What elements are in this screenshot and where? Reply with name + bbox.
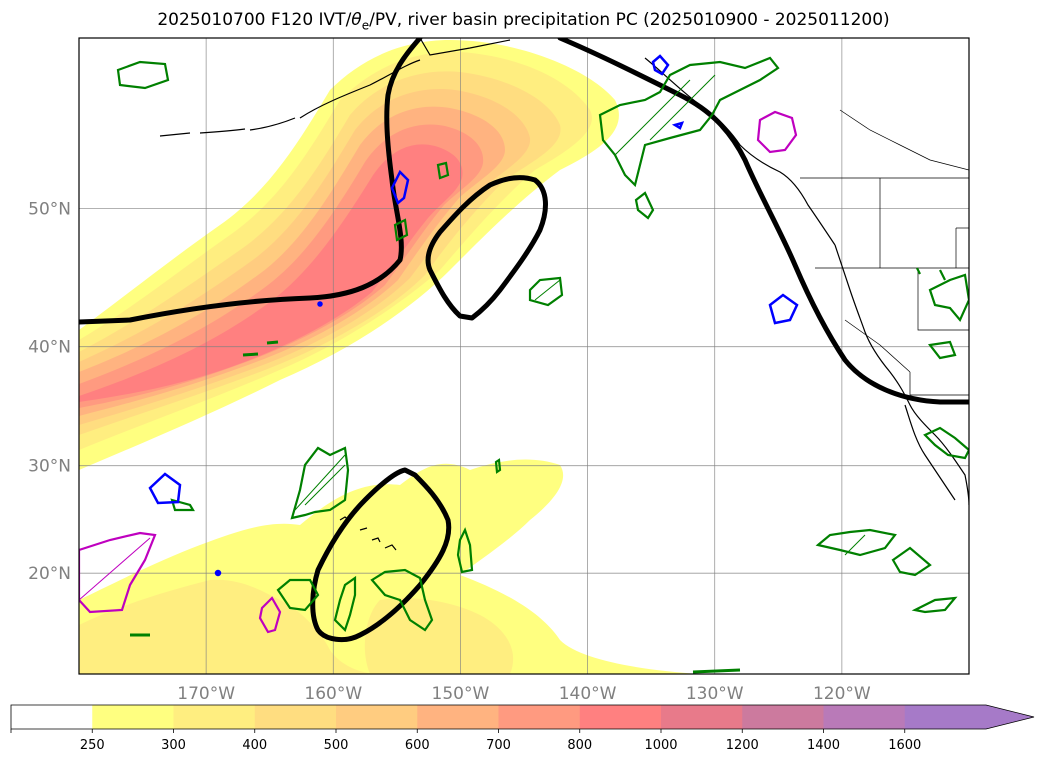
latitude-labels: 50°N 40°N 30°N 20°N [28, 200, 71, 585]
colorbar-segment [661, 705, 743, 729]
lon-tick-label: 130°W [686, 684, 744, 704]
magenta-contour [756, 110, 798, 154]
longitude-labels: 170°W 160°W 150°W 140°W 130°W 120°W [177, 684, 871, 704]
colorbar-segment [11, 705, 93, 729]
colorbar: 250 300 400 500 600 700 800 1000 1200 1400 1600 [10, 704, 1035, 753]
lat-tick-label: 30°N [28, 457, 71, 477]
precip-magenta-contours [79, 110, 798, 634]
magenta-contour [79, 531, 157, 614]
colorbar-segment [823, 705, 906, 729]
green-contour [916, 267, 946, 281]
ivt-band-south-300b [364, 598, 514, 674]
alaska-interior-coast [419, 38, 511, 56]
colorbar-tick-label: 1200 [726, 738, 759, 753]
lon-tick-label: 150°W [432, 684, 490, 704]
green-contour [242, 340, 279, 357]
green-contour [815, 528, 897, 557]
lon-tick-label: 140°W [559, 684, 617, 704]
lat-tick-label: 20°N [28, 564, 71, 584]
baja-coast [904, 404, 956, 501]
coastlines [159, 38, 969, 551]
colorbar-outline [10, 704, 1035, 730]
colorbar-segment [498, 705, 581, 729]
green-contour [370, 568, 434, 632]
precip-green-contours [116, 56, 969, 674]
colorbar-tick-label: 1400 [807, 738, 840, 753]
colorbar-tick-label: 1000 [644, 738, 677, 753]
pv-contour-hawaii-low [310, 467, 452, 643]
map-area[interactable] [79, 38, 969, 674]
blue-contour [214, 569, 222, 577]
precip-blue-contours [148, 54, 799, 577]
blue-contour [317, 301, 323, 307]
green-hatch [534, 279, 561, 301]
colorbar-tick-label: 500 [324, 738, 349, 753]
alaska-coast [159, 59, 421, 137]
green-contour [170, 498, 195, 512]
green-contour [891, 546, 932, 577]
hawaii-islands [339, 516, 397, 551]
magenta-contour [258, 596, 282, 634]
colorbar-segment [904, 705, 987, 729]
map-title: 2025010700 F120 IVT/θe/PV, river basin p… [157, 10, 890, 33]
map-frame [78, 37, 970, 675]
pv-contour-cutoff-low [425, 175, 548, 321]
green-contour [911, 596, 958, 614]
colorbar-segment [336, 705, 418, 729]
colorbar-tick-label: 600 [405, 738, 430, 753]
colorbar-tick-label: 800 [567, 738, 592, 753]
colorbar-segment [254, 705, 337, 729]
us-west-coast [834, 244, 969, 506]
green-hatch [294, 454, 346, 511]
colorbar-segment [742, 705, 824, 729]
green-contour [923, 426, 969, 460]
colorbar-segment [173, 705, 256, 729]
state-borders [800, 109, 969, 396]
green-hatch [614, 74, 716, 156]
green-contour [116, 60, 170, 90]
lon-tick-label: 160°W [304, 684, 362, 704]
magenta-hatch [79, 537, 151, 601]
bc-coast [644, 57, 836, 246]
pv-contours [79, 38, 969, 643]
blue-contour [768, 293, 799, 325]
colorbar-segment [417, 705, 499, 729]
colorbar-segment [92, 705, 174, 729]
green-contour [927, 340, 957, 360]
blue-contour [148, 472, 182, 505]
lon-tick-label: 120°W [813, 684, 871, 704]
green-contour [494, 458, 502, 474]
colorbar-tick-label: 1600 [888, 738, 921, 753]
blue-contour [651, 54, 670, 76]
colorbar-tick-label: 300 [161, 738, 186, 753]
green-contour [456, 527, 474, 574]
pv-contour-trough-north [79, 38, 423, 325]
green-contour [333, 575, 357, 633]
green-contour [276, 578, 320, 612]
ivt-band-south-300 [79, 579, 380, 674]
colorbar-tick-label: 400 [242, 738, 267, 753]
green-contour [598, 56, 780, 188]
colorbar-tick-label: 700 [486, 738, 511, 753]
lat-tick-label: 40°N [28, 338, 71, 358]
blue-contour [671, 121, 685, 130]
colorbar-extend-arrow [986, 705, 1034, 729]
lon-tick-label: 170°W [177, 684, 235, 704]
green-contour [928, 273, 969, 323]
lat-tick-label: 50°N [28, 200, 71, 220]
colorbar-tick-label: 250 [80, 738, 105, 753]
green-contour [393, 218, 409, 242]
green-contour [634, 191, 655, 220]
green-contour [290, 446, 350, 520]
green-contour [528, 276, 564, 307]
green-contour [436, 161, 450, 180]
green-contour [692, 668, 741, 674]
green-hatch [844, 534, 866, 556]
pv-contour-ridge-east [557, 38, 969, 405]
colorbar-segment [579, 705, 662, 729]
blue-contour [390, 169, 410, 206]
